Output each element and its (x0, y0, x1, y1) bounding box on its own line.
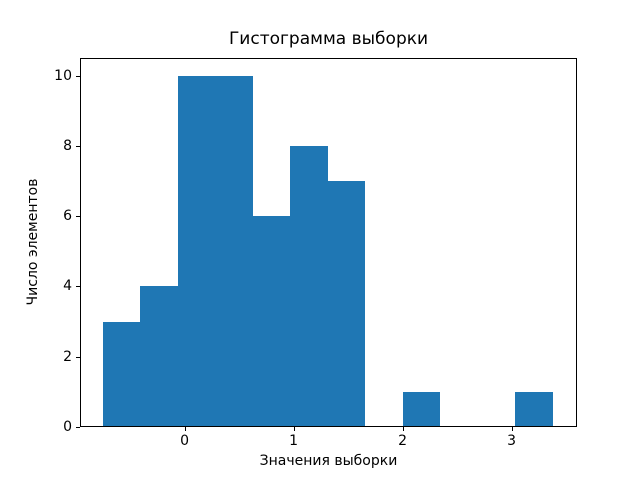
y-tick-label: 10 (54, 67, 72, 84)
y-tick-mark (76, 427, 80, 428)
x-tick-label: 2 (398, 433, 408, 449)
histogram-bar (515, 391, 553, 427)
y-tick-mark (76, 286, 80, 288)
plot-area (80, 58, 577, 427)
x-tick-label: 0 (180, 433, 190, 449)
x-tick-label: 3 (507, 433, 517, 449)
y-tick-mark (76, 75, 80, 77)
histogram-bar (402, 391, 441, 427)
y-tick-label: 2 (63, 348, 72, 365)
y-tick-label: 4 (63, 278, 72, 295)
x-tick-label: 1 (289, 433, 299, 449)
x-tick-mark (402, 427, 404, 431)
x-tick-mark (511, 427, 513, 431)
histogram-bar (102, 321, 141, 427)
x-axis-label: Значения выборки (259, 453, 398, 469)
y-tick-mark (76, 145, 80, 147)
histogram-bar (327, 181, 366, 427)
histogram-bar (252, 216, 291, 427)
x-tick-mark (293, 427, 295, 431)
x-tick-mark (184, 427, 186, 431)
y-tick-label: 0 (63, 419, 72, 435)
y-tick-mark (76, 216, 80, 218)
chart-title: Гистограмма выборки (228, 29, 429, 49)
y-tick-label: 6 (63, 208, 72, 225)
histogram-bar (140, 286, 178, 427)
histogram-bar (290, 145, 328, 427)
histogram-bar (215, 75, 253, 427)
histogram-bar (177, 75, 216, 427)
y-tick-mark (76, 356, 80, 358)
y-tick-label: 8 (63, 137, 72, 154)
